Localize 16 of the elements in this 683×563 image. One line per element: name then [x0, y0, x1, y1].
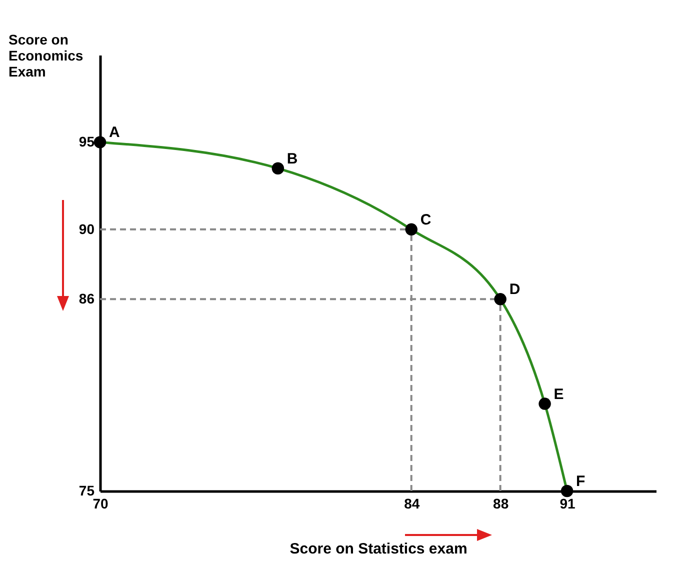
annotation: F [576, 473, 586, 490]
x-tick-label: 91 [560, 496, 576, 512]
x-tick-label: 88 [493, 496, 509, 512]
annotation: B [286, 150, 298, 168]
y-tick-label: 90 [78, 220, 95, 237]
x-tick-label: 84 [404, 496, 420, 512]
y-tick-label: 75 [78, 482, 95, 498]
annotation: E [554, 386, 564, 403]
x-tick-label: 70 [92, 496, 108, 512]
x-axis-title: Score on Statistics exam [290, 540, 468, 558]
annotation: A [109, 124, 120, 142]
annotation: C [420, 211, 432, 228]
annotation: D [509, 281, 520, 298]
y-tick-label: 86 [78, 290, 95, 307]
y-axis-title: Score on Economics Exam [8, 32, 84, 80]
y-tick-label: 95 [78, 134, 95, 150]
